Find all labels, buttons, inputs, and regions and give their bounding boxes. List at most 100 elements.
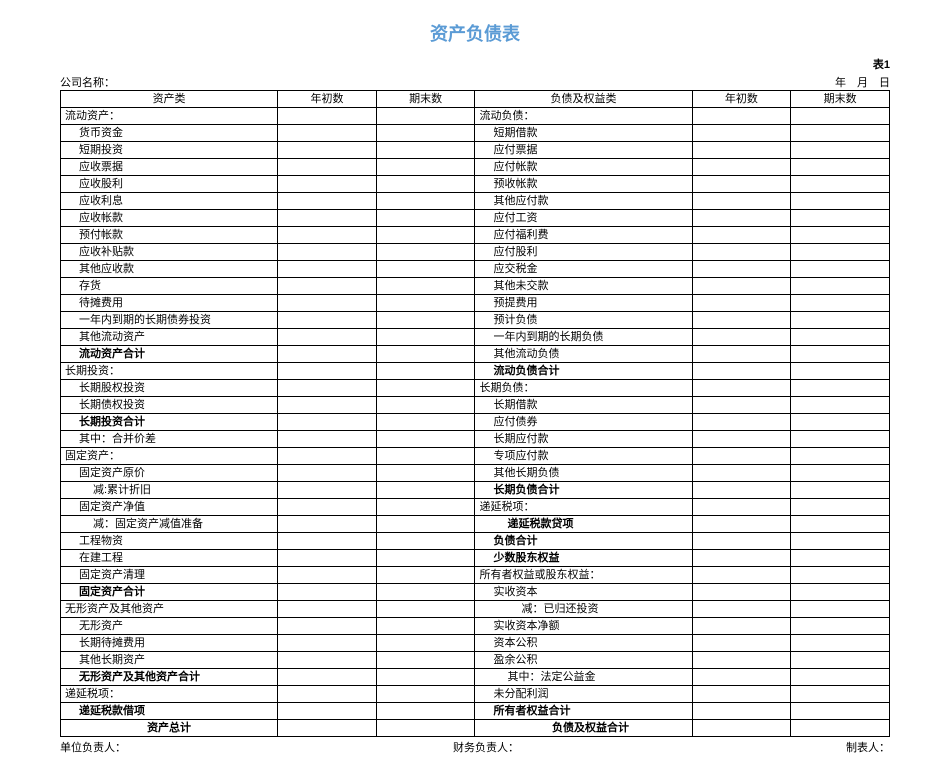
table-cell: 流动资产： <box>61 108 278 125</box>
table-row: 无形资产及其他资产减：已归还投资 <box>61 601 890 618</box>
table-cell <box>278 312 377 329</box>
table-cell: 存货 <box>61 278 278 295</box>
table-row: 其他应收款应交税金 <box>61 261 890 278</box>
table-cell <box>278 227 377 244</box>
table-cell <box>376 159 475 176</box>
date-label: 年 月 日 <box>835 74 890 90</box>
table-cell <box>791 329 890 346</box>
table-cell: 应收票据 <box>61 159 278 176</box>
table-cell <box>791 635 890 652</box>
table-cell <box>791 720 890 737</box>
table-cell <box>692 329 791 346</box>
table-cell <box>692 652 791 669</box>
table-cell: 流动资产合计 <box>61 346 278 363</box>
table-cell <box>278 703 377 720</box>
column-header: 资产类 <box>61 91 278 108</box>
table-cell <box>278 584 377 601</box>
table-cell <box>278 465 377 482</box>
table-row: 一年内到期的长期债券投资预计负债 <box>61 312 890 329</box>
table-cell <box>376 516 475 533</box>
page-title: 资产负债表 <box>60 20 890 46</box>
table-cell <box>376 278 475 295</box>
table-cell: 递延税款借项 <box>61 703 278 720</box>
table-cell <box>791 686 890 703</box>
table-row: 减:累计折旧 长期负债合计 <box>61 482 890 499</box>
table-cell <box>692 499 791 516</box>
table-body: 流动资产：流动负债：货币资金短期借款短期投资应付票据应收票据应付帐款应收股利预收… <box>61 108 890 737</box>
company-label: 公司名称： <box>60 74 115 90</box>
table-cell: 预付帐款 <box>61 227 278 244</box>
table-cell <box>791 584 890 601</box>
table-row: 短期投资应付票据 <box>61 142 890 159</box>
table-cell: 固定资产清理 <box>61 567 278 584</box>
table-cell <box>791 465 890 482</box>
table-row: 应收股利预收帐款 <box>61 176 890 193</box>
table-cell <box>791 159 890 176</box>
table-cell: 所有者权益合计 <box>475 703 692 720</box>
table-cell: 递延税项： <box>475 499 692 516</box>
table-cell <box>376 635 475 652</box>
table-cell <box>278 448 377 465</box>
table-row: 固定资产净值递延税项： <box>61 499 890 516</box>
table-cell: 无形资产及其他资产 <box>61 601 278 618</box>
table-cell <box>692 142 791 159</box>
table-cell <box>791 397 890 414</box>
table-cell <box>278 176 377 193</box>
table-cell: 长期负债合计 <box>475 482 692 499</box>
table-cell <box>692 669 791 686</box>
table-cell: 长期应付款 <box>475 431 692 448</box>
table-cell <box>791 108 890 125</box>
table-cell: 流动负债： <box>475 108 692 125</box>
table-cell <box>376 720 475 737</box>
table-cell: 无形资产 <box>61 618 278 635</box>
table-row: 固定资产原价其他长期负债 <box>61 465 890 482</box>
table-cell: 其他长期资产 <box>61 652 278 669</box>
table-cell: 其中：法定公益金 <box>475 669 692 686</box>
table-cell: 资产总计 <box>61 720 278 737</box>
table-cell <box>376 618 475 635</box>
table-cell <box>692 380 791 397</box>
table-cell <box>791 431 890 448</box>
column-header: 期末数 <box>791 91 890 108</box>
table-cell <box>692 108 791 125</box>
table-cell <box>791 363 890 380</box>
table-cell <box>692 261 791 278</box>
table-cell <box>791 550 890 567</box>
table-cell <box>692 567 791 584</box>
table-cell <box>376 244 475 261</box>
table-cell: 减:累计折旧 <box>61 482 278 499</box>
table-cell: 应付票据 <box>475 142 692 159</box>
table-cell <box>692 686 791 703</box>
table-cell <box>376 227 475 244</box>
table-cell <box>692 176 791 193</box>
table-cell <box>791 533 890 550</box>
table-cell <box>376 142 475 159</box>
table-cell <box>376 482 475 499</box>
table-cell <box>376 550 475 567</box>
table-cell: 其他流动负债 <box>475 346 692 363</box>
table-cell <box>376 414 475 431</box>
table-cell <box>791 414 890 431</box>
table-cell <box>791 295 890 312</box>
table-cell <box>278 669 377 686</box>
table-cell: 负债合计 <box>475 533 692 550</box>
table-cell <box>791 278 890 295</box>
column-header: 年初数 <box>278 91 377 108</box>
table-cell: 其他未交款 <box>475 278 692 295</box>
table-row: 其中：合并价差长期应付款 <box>61 431 890 448</box>
table-row: 长期股权投资长期负债： <box>61 380 890 397</box>
table-cell: 长期投资： <box>61 363 278 380</box>
table-cell <box>791 193 890 210</box>
table-cell: 盈余公积 <box>475 652 692 669</box>
table-cell <box>692 482 791 499</box>
table-cell <box>376 652 475 669</box>
table-cell: 专项应付款 <box>475 448 692 465</box>
table-cell <box>278 244 377 261</box>
table-cell <box>278 567 377 584</box>
table-cell <box>278 686 377 703</box>
table-cell: 固定资产合计 <box>61 584 278 601</box>
table-row: 固定资产：专项应付款 <box>61 448 890 465</box>
table-row: 长期债权投资长期借款 <box>61 397 890 414</box>
table-cell: 长期股权投资 <box>61 380 278 397</box>
table-cell <box>278 499 377 516</box>
